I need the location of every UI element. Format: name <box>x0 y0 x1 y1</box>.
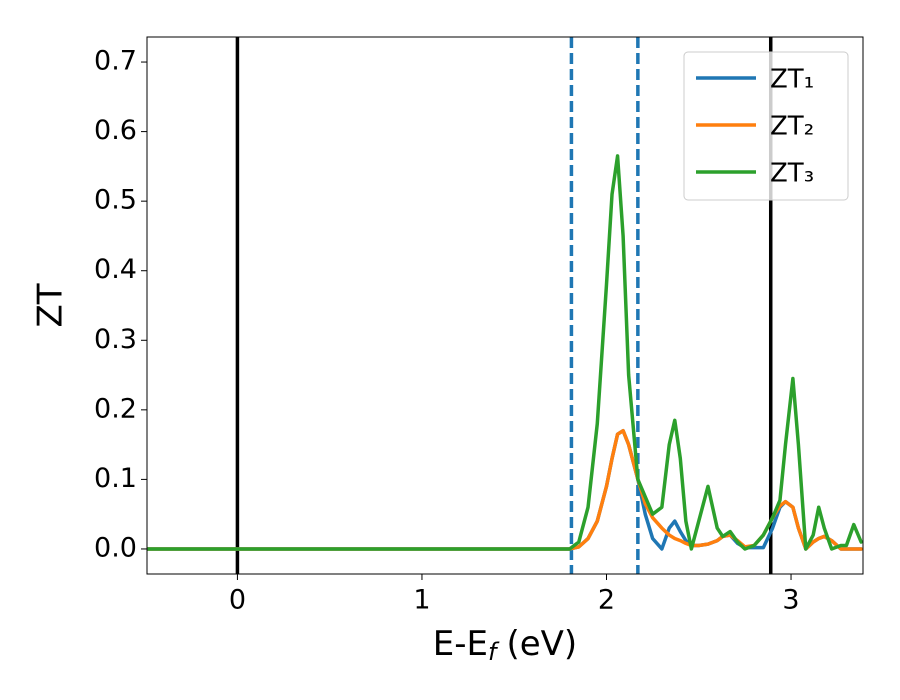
y-tick-label: 0.1 <box>94 463 137 494</box>
y-tick-label: 0.4 <box>94 254 137 285</box>
x-tick-label: 1 <box>413 585 430 616</box>
legend-label: ZT₃ <box>770 159 814 189</box>
x-tick-label: 0 <box>229 585 246 616</box>
y-tick-label: 0.3 <box>94 324 137 355</box>
plot-frame <box>146 36 864 575</box>
x-tick-label: 2 <box>598 585 615 616</box>
x-tick-label: 3 <box>782 585 799 616</box>
x-axis-label-main: E-E <box>433 624 488 664</box>
legend-label: ZT₁ <box>770 65 814 95</box>
y-tick-label: 0.0 <box>94 532 137 563</box>
y-tick-label: 0.7 <box>94 46 137 77</box>
series-line <box>147 428 863 551</box>
legend-label: ZT₂ <box>770 112 814 142</box>
series-line <box>147 154 863 551</box>
y-axis-label: ZT <box>31 283 71 327</box>
x-axis-label: E-Ef (eV) <box>433 624 577 667</box>
legend-box <box>683 51 849 201</box>
y-tick-label: 0.6 <box>94 115 137 146</box>
plot-area <box>147 37 863 574</box>
y-tick-label: 0.2 <box>94 393 137 424</box>
x-axis-label-unit: (eV) <box>506 624 577 664</box>
y-tick-label: 0.5 <box>94 185 137 216</box>
